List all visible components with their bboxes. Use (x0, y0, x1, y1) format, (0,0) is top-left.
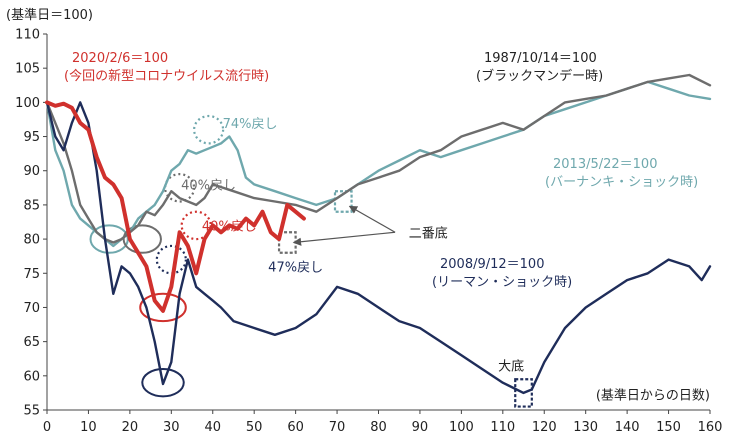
x-tick-label: 130 (573, 420, 598, 435)
annotation-arrow (292, 231, 396, 246)
series-line-covid (45, 100, 306, 313)
annotation-label: 74%戻し (223, 117, 278, 132)
y-tick-label: 105 (15, 62, 40, 77)
y-tick-label: 55 (23, 404, 40, 419)
x-tick-label: 90 (412, 420, 429, 435)
marker-ellipse (163, 173, 196, 203)
x-tick-label: 110 (490, 420, 515, 435)
x-tick-label: 30 (163, 420, 180, 435)
series-title-bernanke: 2013/5/22＝100 (553, 157, 657, 172)
series-line-black_monday (45, 73, 712, 244)
x-tick-label: 160 (698, 420, 723, 435)
marker-box (333, 190, 353, 213)
series-title-black_monday: 1987/10/14＝100 (484, 51, 597, 66)
y-unit-label: (基準日＝100) (6, 7, 93, 23)
marker-ellipse (139, 292, 187, 323)
series-lines (45, 73, 712, 395)
x-tick-label: 0 (43, 420, 51, 435)
x-tick-label: 60 (287, 420, 304, 435)
y-tick-label: 70 (23, 301, 40, 316)
x-tick-label: 50 (246, 420, 263, 435)
series-subtitle-covid: (今回の新型コロナウイルス流行時) (64, 68, 269, 84)
x-tick-label: 40 (204, 420, 221, 435)
x-tick-label: 70 (329, 420, 346, 435)
series-line-lehman (45, 101, 712, 395)
marker-ellipse (193, 114, 225, 145)
x-tick-label: 100 (449, 420, 474, 435)
marker-ellipse (141, 367, 185, 398)
y-tick-label: 85 (23, 198, 40, 213)
y-tick-label: 75 (23, 267, 40, 282)
y-tick-label: 110 (15, 28, 40, 43)
y-tick-label: 65 (23, 335, 40, 350)
y-tick-label: 90 (23, 164, 40, 179)
x-tick-label: 80 (370, 420, 387, 435)
x-unit-label: (基準日からの日数) (596, 388, 710, 404)
series-labels: 2020/2/6＝100 (今回の新型コロナウイルス流行時) 1987/10/14＝… (64, 51, 698, 290)
annotation-label: 47%戻し (268, 260, 323, 275)
x-tick-label: 20 (122, 420, 139, 435)
marker-ellipse (89, 224, 129, 254)
y-tick-label: 80 (23, 233, 40, 248)
series-title-covid: 2020/2/6＝100 (72, 51, 168, 66)
series-subtitle-bernanke: (バーナンキ・ショック時) (545, 175, 698, 190)
annotation-label: 40%戻し (181, 178, 236, 193)
annotation-label: 二番底 (409, 225, 448, 241)
y-tick-label: 95 (23, 130, 40, 145)
series-title-lehman: 2008/9/12＝100 (440, 257, 544, 272)
marker-box (514, 378, 533, 408)
x-tick-label: 150 (656, 420, 681, 435)
series-subtitle-lehman: (リーマン・ショック時) (432, 275, 572, 290)
x-tick-label: 10 (80, 420, 97, 435)
axes: 55 60 65 70 75 80 85 90 95 100 105 110 0 10 20 30 40 50 60… (6, 7, 722, 435)
y-tick-label: 100 (15, 96, 40, 111)
annotation-label: 40%戻し (202, 219, 257, 234)
y-tick-label: 60 (23, 369, 40, 384)
marker-ellipse (122, 224, 162, 254)
x-tick-label: 140 (615, 420, 640, 435)
marker-ellipse (155, 244, 187, 275)
x-tick-label: 120 (532, 420, 557, 435)
series-subtitle-black_monday: (ブラックマンデー時) (476, 68, 603, 84)
annotation-arrow (348, 205, 396, 233)
annotation-label: 大底 (498, 359, 524, 375)
